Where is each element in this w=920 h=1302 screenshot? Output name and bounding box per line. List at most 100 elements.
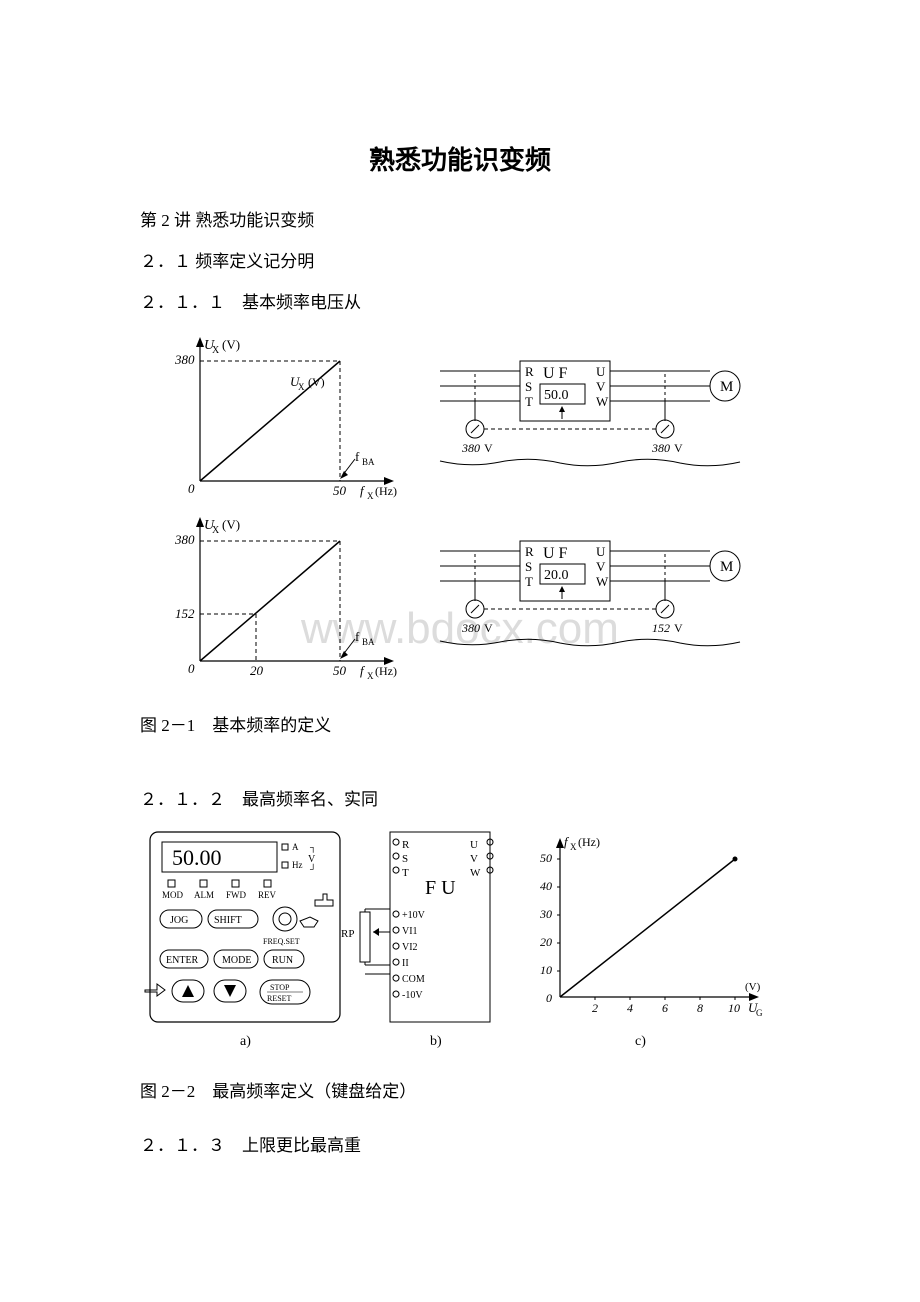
svg-text:8: 8 — [697, 1001, 703, 1015]
svg-text:F U: F U — [425, 877, 456, 899]
svg-text:STOP: STOP — [270, 983, 290, 992]
svg-text:MODE: MODE — [222, 955, 251, 966]
svg-text:0: 0 — [188, 481, 195, 496]
page-title: 熟悉功能识变频 — [140, 140, 780, 177]
svg-text:50: 50 — [540, 851, 552, 865]
svg-text:V: V — [484, 621, 493, 635]
svg-text:20: 20 — [250, 663, 264, 678]
svg-text:f: f — [360, 663, 366, 678]
svg-text:f: f — [360, 483, 366, 498]
svg-text:30: 30 — [539, 907, 552, 921]
svg-text:U: U — [596, 364, 606, 379]
svg-text:VI1: VI1 — [402, 926, 418, 937]
svg-text:COM: COM — [402, 974, 425, 985]
svg-text:T: T — [525, 394, 533, 409]
svg-text:M: M — [720, 379, 733, 395]
svg-text:R: R — [525, 544, 534, 559]
panel-a-label: a) — [240, 1034, 251, 1049]
svg-text:REV: REV — [258, 890, 277, 900]
svg-text:T: T — [525, 574, 533, 589]
svg-text:0: 0 — [188, 661, 195, 676]
svg-text:4: 4 — [627, 1001, 633, 1015]
figure-2-1: www.bdocx.com U X (V) 380 f BA U X (V) 0… — [140, 331, 780, 691]
svg-text:RUN: RUN — [272, 955, 293, 966]
svg-text:(V): (V) — [308, 375, 325, 389]
svg-text:BA: BA — [362, 637, 375, 647]
svg-text:380: 380 — [174, 532, 195, 547]
svg-text:380: 380 — [651, 441, 670, 455]
figure-2-1-caption: 图 2－1 基本频率的定义 — [140, 711, 780, 736]
svg-text:152: 152 — [175, 606, 195, 621]
svg-text:R: R — [402, 839, 410, 851]
svg-text:0: 0 — [546, 991, 552, 1005]
svg-text:f: f — [355, 629, 360, 644]
svg-text:W: W — [596, 574, 609, 589]
svg-text:-10V: -10V — [402, 990, 423, 1001]
svg-text:152: 152 — [652, 621, 670, 635]
svg-text:50: 50 — [333, 483, 347, 498]
svg-text:40: 40 — [540, 879, 552, 893]
svg-text:┘: ┘ — [310, 863, 316, 874]
svg-text:X: X — [367, 671, 374, 681]
svg-text:S: S — [402, 853, 408, 865]
svg-text:(Hz): (Hz) — [375, 484, 397, 498]
svg-text:V: V — [674, 441, 683, 455]
svg-text:R: R — [525, 364, 534, 379]
svg-text:380: 380 — [461, 441, 480, 455]
svg-text:S: S — [525, 559, 532, 574]
svg-text:V: V — [484, 441, 493, 455]
svg-text:(Hz): (Hz) — [578, 835, 600, 849]
svg-text:20: 20 — [540, 935, 552, 949]
section-2-1-2: ２．１．２ 最高频率名、实同 — [140, 786, 780, 813]
svg-text:380: 380 — [174, 352, 195, 367]
svg-text:f: f — [355, 449, 360, 464]
svg-text:ALM: ALM — [194, 890, 214, 900]
figure-2-2: 50.00 A Hz ┐ V ┘ MOD ALM FWD REV JOG SHI… — [140, 827, 780, 1057]
svg-text:V: V — [596, 559, 606, 574]
svg-text:M: M — [720, 559, 733, 575]
svg-text:FWD: FWD — [226, 890, 247, 900]
svg-text:X: X — [298, 382, 305, 392]
svg-text:+10V: +10V — [402, 910, 426, 921]
svg-text:10: 10 — [540, 963, 552, 977]
svg-text:50: 50 — [333, 663, 347, 678]
svg-text:SHIFT: SHIFT — [214, 915, 242, 926]
svg-text:W: W — [470, 867, 481, 879]
svg-text:JOG: JOG — [170, 915, 188, 926]
svg-text:20.0: 20.0 — [544, 568, 569, 583]
svg-text:10: 10 — [728, 1001, 740, 1015]
svg-text:U F: U F — [543, 545, 568, 562]
svg-text:Hz: Hz — [292, 860, 303, 870]
svg-text:(V): (V) — [222, 337, 240, 352]
svg-text:┐: ┐ — [310, 842, 316, 853]
svg-text:V: V — [674, 621, 683, 635]
svg-text:W: W — [596, 394, 609, 409]
svg-text:A: A — [292, 842, 299, 852]
svg-text:(Hz): (Hz) — [375, 664, 397, 678]
svg-text:MOD: MOD — [162, 890, 184, 900]
svg-text:U F: U F — [543, 365, 568, 382]
svg-text:(V): (V) — [745, 981, 761, 993]
section-2-1: ２．１ 频率定义记分明 — [140, 248, 780, 275]
svg-text:ENTER: ENTER — [166, 955, 199, 966]
svg-text:VI2: VI2 — [402, 942, 418, 953]
svg-text:RESET: RESET — [267, 994, 292, 1003]
lecture-heading: 第 2 讲 熟悉功能识变频 — [140, 207, 780, 234]
svg-text:X: X — [570, 842, 577, 852]
svg-text:(V): (V) — [222, 517, 240, 532]
svg-text:50.0: 50.0 — [544, 388, 569, 403]
svg-text:FREQ.SET: FREQ.SET — [263, 937, 300, 946]
svg-text:V: V — [470, 853, 478, 865]
svg-text:X: X — [212, 525, 220, 536]
svg-text:380: 380 — [461, 621, 480, 635]
svg-text:G: G — [756, 1008, 763, 1018]
svg-text:V: V — [596, 379, 606, 394]
figure-2-2-caption: 图 2－2 最高频率定义（键盘给定） — [140, 1077, 780, 1102]
svg-text:BA: BA — [362, 457, 375, 467]
svg-text:6: 6 — [662, 1001, 668, 1015]
section-2-1-1: ２．１．１ 基本频率电压从 — [140, 289, 780, 316]
panel-b-label: b) — [430, 1034, 442, 1049]
svg-text:II: II — [402, 958, 409, 969]
svg-text:2: 2 — [592, 1001, 598, 1015]
panel-c-label: c) — [635, 1034, 646, 1049]
